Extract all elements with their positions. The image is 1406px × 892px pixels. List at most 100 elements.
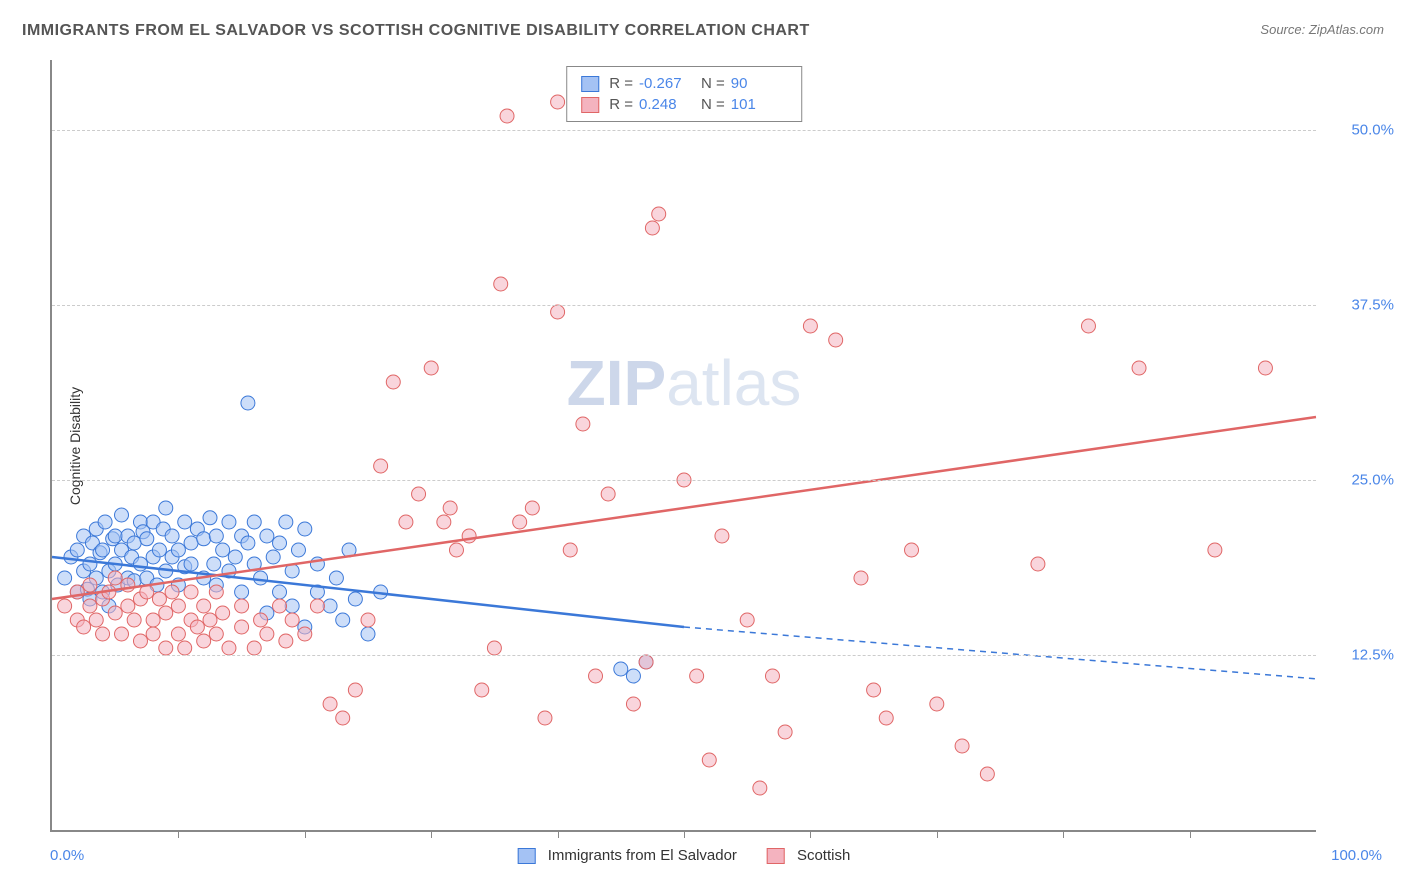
chart-container: IMMIGRANTS FROM EL SALVADOR VS SCOTTISH … xyxy=(0,0,1406,892)
data-point xyxy=(108,606,122,620)
data-point xyxy=(159,606,173,620)
y-tick-label: 25.0% xyxy=(1322,472,1394,489)
x-tick xyxy=(558,830,559,838)
r-value-2: 0.248 xyxy=(639,94,695,115)
gridline xyxy=(52,655,1316,656)
data-point xyxy=(222,515,236,529)
data-point xyxy=(171,599,185,613)
legend-swatch-1 xyxy=(518,848,536,864)
data-point xyxy=(329,571,343,585)
data-point xyxy=(336,613,350,627)
x-tick xyxy=(178,830,179,838)
data-point xyxy=(58,571,72,585)
data-point xyxy=(525,501,539,515)
data-point xyxy=(1208,543,1222,557)
n-value-1: 90 xyxy=(731,73,787,94)
data-point xyxy=(980,767,994,781)
data-point xyxy=(437,515,451,529)
data-point xyxy=(89,613,103,627)
data-point xyxy=(190,620,204,634)
data-point xyxy=(171,543,185,557)
correlation-legend-box: R = -0.267 N = 90 R = 0.248 N = 101 xyxy=(566,66,802,122)
data-point xyxy=(152,592,166,606)
data-point xyxy=(361,627,375,641)
y-tick-label: 37.5% xyxy=(1322,297,1394,314)
data-point xyxy=(538,711,552,725)
data-point xyxy=(1258,361,1272,375)
data-point xyxy=(614,662,628,676)
data-point xyxy=(348,592,362,606)
data-point xyxy=(443,501,457,515)
scatter-plot-svg xyxy=(52,60,1316,830)
series-swatch-2 xyxy=(581,97,599,113)
data-point xyxy=(209,529,223,543)
data-point xyxy=(551,95,565,109)
data-point xyxy=(740,613,754,627)
data-point xyxy=(702,753,716,767)
data-point xyxy=(374,459,388,473)
data-point xyxy=(235,599,249,613)
data-point xyxy=(83,557,97,571)
data-point xyxy=(279,634,293,648)
source-name: ZipAtlas.com xyxy=(1309,22,1384,37)
data-point xyxy=(152,543,166,557)
data-point xyxy=(475,683,489,697)
data-point xyxy=(58,599,72,613)
x-tick xyxy=(1190,830,1191,838)
data-point xyxy=(146,613,160,627)
data-point xyxy=(171,627,185,641)
data-point xyxy=(551,305,565,319)
r-value-1: -0.267 xyxy=(639,73,695,94)
data-point xyxy=(260,627,274,641)
data-point xyxy=(178,515,192,529)
data-point xyxy=(494,277,508,291)
legend-label-2: Scottish xyxy=(797,847,850,864)
gridline xyxy=(52,480,1316,481)
chart-title: IMMIGRANTS FROM EL SALVADOR VS SCOTTISH … xyxy=(22,22,810,40)
data-point xyxy=(115,508,129,522)
data-point xyxy=(279,515,293,529)
data-point xyxy=(412,487,426,501)
data-point xyxy=(216,543,230,557)
data-point xyxy=(228,550,242,564)
data-point xyxy=(241,396,255,410)
data-point xyxy=(854,571,868,585)
data-point xyxy=(576,417,590,431)
data-point xyxy=(83,578,97,592)
n-label: N = xyxy=(701,94,725,115)
regression-line xyxy=(52,417,1316,599)
source-label: Source: xyxy=(1260,22,1305,37)
data-point xyxy=(108,529,122,543)
data-point xyxy=(285,613,299,627)
data-point xyxy=(930,697,944,711)
data-point xyxy=(184,585,198,599)
data-point xyxy=(165,585,179,599)
data-point xyxy=(235,585,249,599)
data-point xyxy=(273,536,287,550)
x-tick xyxy=(431,830,432,838)
data-point xyxy=(140,532,154,546)
correlation-row-2: R = 0.248 N = 101 xyxy=(581,94,787,115)
plot-area: ZIPatlas 0.0% 100.0% R = -0.267 N = 90 R… xyxy=(50,60,1316,832)
data-point xyxy=(178,641,192,655)
data-point xyxy=(285,599,299,613)
data-point xyxy=(254,613,268,627)
data-point xyxy=(247,515,261,529)
legend-item-2: Scottish xyxy=(767,847,850,864)
data-point xyxy=(216,606,230,620)
bottom-legend: Immigrants from El Salvador Scottish xyxy=(518,847,851,864)
data-point xyxy=(146,627,160,641)
correlation-row-1: R = -0.267 N = 90 xyxy=(581,73,787,94)
x-tick xyxy=(937,830,938,838)
data-point xyxy=(639,655,653,669)
data-point xyxy=(399,515,413,529)
legend-label-1: Immigrants from El Salvador xyxy=(548,847,737,864)
data-point xyxy=(241,536,255,550)
data-point xyxy=(273,599,287,613)
data-point xyxy=(197,634,211,648)
data-point xyxy=(589,669,603,683)
r-label: R = xyxy=(609,94,633,115)
data-point xyxy=(765,669,779,683)
data-point xyxy=(563,543,577,557)
data-point xyxy=(323,599,337,613)
